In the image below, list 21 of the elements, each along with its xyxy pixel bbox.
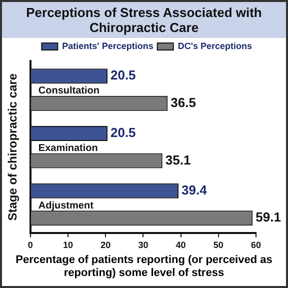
x-tick-label: 10 xyxy=(62,240,74,250)
data-label: 20.5 xyxy=(110,68,136,83)
legend-label: Patients' Perceptions xyxy=(62,40,154,51)
y-axis-title: Stage of chiropractic care xyxy=(6,73,20,221)
chart-title: Perceptions of Stress Associated with Chiropractic Care xyxy=(2,2,286,38)
y-tick-label: Consultation xyxy=(38,85,100,96)
x-tick-label: 0 xyxy=(28,240,33,250)
x-tick-label: 50 xyxy=(213,240,224,250)
x-axis-title: Percentage of patients reporting (or perceived as reporting) some level of stress xyxy=(14,254,274,280)
x-tick-label: 60 xyxy=(250,240,262,250)
data-label: 39.4 xyxy=(182,182,208,198)
data-label: 59.1 xyxy=(256,210,281,225)
x-tick-label: 20 xyxy=(100,240,111,250)
data-label: 36.5 xyxy=(170,94,196,110)
y-tick-label: Adjustment xyxy=(38,200,94,212)
data-label: 20.5 xyxy=(110,125,136,140)
x-tick-label: 40 xyxy=(176,240,186,250)
x-tick-label: 30 xyxy=(138,240,148,250)
data-label: 35.1 xyxy=(165,152,191,168)
y-tick-label: Examination xyxy=(38,142,98,154)
legend-label: DC's Perceptions xyxy=(178,40,252,51)
